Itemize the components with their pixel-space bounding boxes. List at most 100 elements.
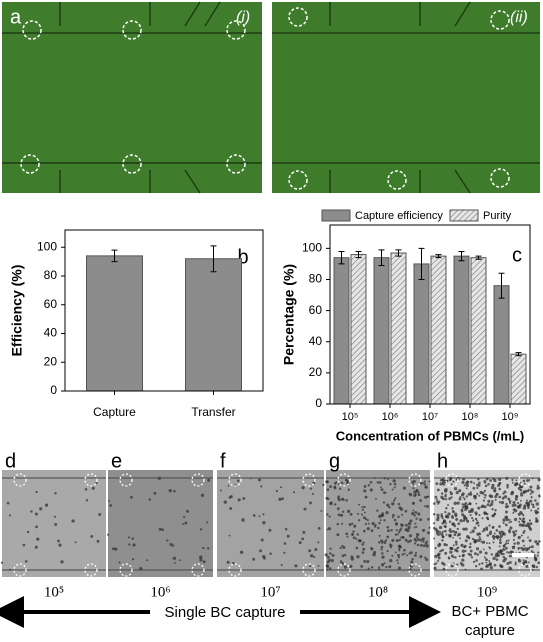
cell xyxy=(391,538,395,542)
cell xyxy=(494,498,497,501)
cell xyxy=(412,479,416,483)
cell xyxy=(413,493,417,497)
cell xyxy=(341,554,345,558)
cell xyxy=(452,556,455,559)
cell xyxy=(361,551,365,554)
x-tick-label: 10⁸ xyxy=(462,411,479,423)
cell xyxy=(202,560,206,564)
cell xyxy=(409,551,413,555)
marker-circle xyxy=(518,563,532,577)
panel-label: d xyxy=(5,450,16,472)
cell xyxy=(473,552,477,556)
cell xyxy=(367,484,370,487)
micrograph xyxy=(2,2,262,193)
bar xyxy=(510,353,527,405)
y-tick-label: 40 xyxy=(309,334,323,348)
cell xyxy=(460,510,464,513)
cell xyxy=(481,562,484,565)
cell xyxy=(502,559,506,563)
cell xyxy=(26,530,30,534)
cell xyxy=(434,495,438,499)
cell xyxy=(534,558,538,562)
cell xyxy=(367,522,370,525)
cell xyxy=(519,499,522,502)
cell xyxy=(458,497,462,501)
cell xyxy=(523,544,526,547)
cell xyxy=(437,559,440,562)
cell xyxy=(531,490,534,494)
error-bar xyxy=(378,249,385,266)
cell xyxy=(450,564,454,568)
cell xyxy=(474,539,478,544)
cell xyxy=(532,505,535,509)
cell xyxy=(513,503,517,507)
cell xyxy=(131,537,134,540)
cell xyxy=(404,509,408,513)
cell xyxy=(502,545,505,548)
cell xyxy=(513,517,518,522)
cell xyxy=(428,526,431,529)
cell xyxy=(383,540,387,544)
error-bar xyxy=(458,250,465,262)
cell xyxy=(445,507,448,510)
concentration-label: 10⁶ xyxy=(150,584,170,600)
cell xyxy=(518,483,521,486)
cell xyxy=(493,532,496,535)
cell xyxy=(491,500,494,503)
cell xyxy=(530,545,534,549)
cell xyxy=(435,498,438,501)
cell xyxy=(525,564,529,569)
cell xyxy=(448,534,451,538)
cell xyxy=(223,500,227,504)
cell xyxy=(226,560,230,564)
cell xyxy=(30,510,33,513)
cell xyxy=(419,481,423,485)
cell xyxy=(471,517,474,520)
cell xyxy=(452,510,455,513)
cell xyxy=(510,567,513,570)
cell xyxy=(348,522,352,526)
cell xyxy=(518,517,521,520)
cell xyxy=(478,536,481,539)
cell xyxy=(492,541,495,544)
cell xyxy=(236,479,240,483)
cell xyxy=(456,547,459,550)
cell xyxy=(416,532,420,537)
cell xyxy=(200,493,205,497)
cell xyxy=(478,563,481,566)
cell xyxy=(414,551,418,554)
cell xyxy=(363,505,366,509)
cell xyxy=(468,545,472,549)
cell xyxy=(425,540,429,543)
cell xyxy=(95,481,98,485)
cell xyxy=(351,522,354,525)
cell xyxy=(513,532,517,536)
cell xyxy=(534,499,537,502)
cell xyxy=(381,552,384,555)
cell xyxy=(536,511,539,514)
cell xyxy=(426,504,430,508)
cell xyxy=(506,562,510,565)
cell xyxy=(465,506,469,510)
cell xyxy=(505,518,509,522)
y-tick-label: 0 xyxy=(315,396,322,410)
panel-label: c xyxy=(512,244,522,266)
marker-circle xyxy=(337,563,351,577)
cell xyxy=(515,529,518,533)
cell xyxy=(317,564,320,567)
cell xyxy=(525,501,529,505)
cell xyxy=(308,549,312,553)
cell xyxy=(325,564,330,568)
cell xyxy=(376,509,379,512)
cell xyxy=(414,511,418,514)
marker-circle xyxy=(84,563,98,577)
cell xyxy=(449,528,452,531)
cell xyxy=(513,542,516,545)
cell xyxy=(403,552,406,555)
cell xyxy=(184,521,188,525)
cell xyxy=(461,503,464,506)
cell xyxy=(380,486,383,489)
y-axis-label: Efficiency (%) xyxy=(9,265,25,357)
cell xyxy=(454,540,458,544)
marker-circle xyxy=(408,473,422,487)
